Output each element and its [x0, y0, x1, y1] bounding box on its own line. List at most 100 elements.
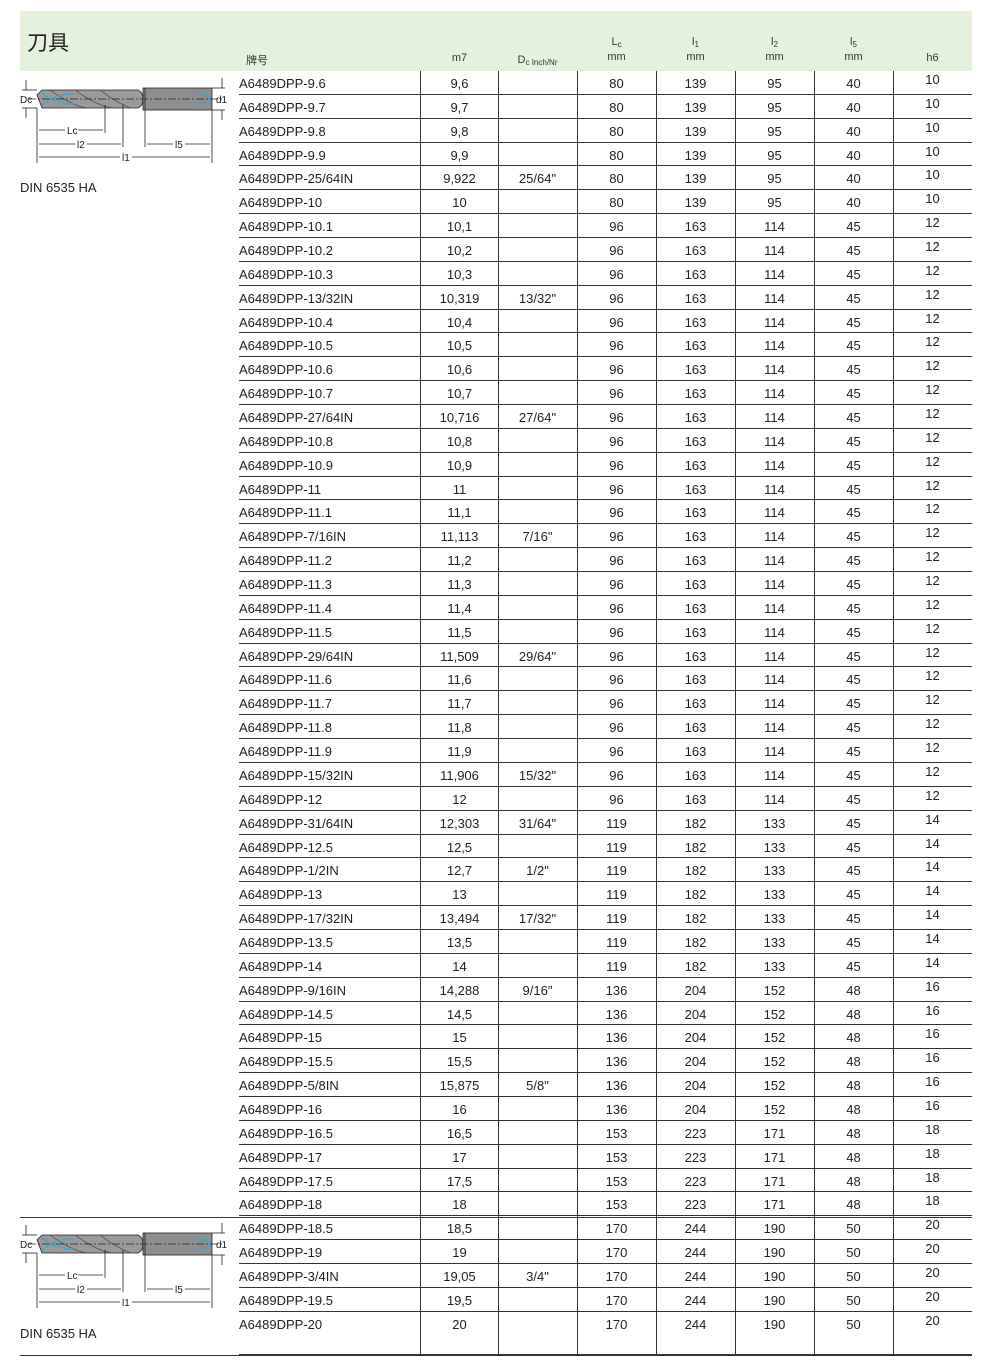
- d1-label: d1: [216, 1240, 228, 1251]
- cell-l2: 114: [764, 410, 785, 426]
- column-divider: [420, 1192, 421, 1217]
- cell-l5: 45: [846, 410, 861, 426]
- table-row: A6489DPP-1/2IN 12,7 1/2" 119 182 133 45 14: [239, 858, 972, 883]
- cell-dc-inch: 1/2": [526, 863, 549, 879]
- column-divider: [577, 882, 578, 907]
- cell-l5: 48: [846, 1101, 861, 1117]
- cell-grade: A6489DPP-5/8IN: [239, 1078, 339, 1094]
- column-divider: [656, 834, 657, 859]
- column-divider: [893, 834, 894, 859]
- column-divider: [656, 619, 657, 644]
- column-divider: [735, 428, 736, 453]
- column-divider: [420, 261, 421, 286]
- column-divider: [420, 1168, 421, 1193]
- cell-l1: 182: [684, 934, 707, 950]
- column-divider: [656, 118, 657, 143]
- column-divider: [577, 1240, 578, 1264]
- column-divider: [893, 906, 894, 930]
- column-divider: [814, 548, 815, 573]
- cell-m7: 20: [452, 1316, 467, 1332]
- column-header: Lc mm: [607, 36, 626, 63]
- cell-l1: 244: [684, 1292, 707, 1308]
- column-divider: [735, 1025, 736, 1050]
- column-divider: [498, 476, 499, 501]
- column-divider: [656, 381, 657, 406]
- column-divider: [735, 1049, 736, 1074]
- cell-grade: A6489DPP-10: [239, 195, 323, 211]
- cell-h6: 20: [925, 1241, 940, 1257]
- column-divider: [735, 500, 736, 525]
- column-divider: [420, 762, 421, 787]
- column-divider: [735, 405, 736, 429]
- cell-l2: 114: [764, 433, 785, 449]
- cell-m7: 10,2: [446, 243, 473, 259]
- column-divider: [735, 357, 736, 382]
- column-divider: [420, 238, 421, 262]
- cell-l5: 48: [846, 1197, 861, 1213]
- column-divider: [420, 715, 421, 740]
- cell-l2: 95: [767, 99, 782, 115]
- cell-dc-inch: 5/8": [526, 1078, 549, 1094]
- cell-l1: 163: [684, 219, 707, 235]
- column-divider: [420, 1311, 421, 1355]
- table-row: A6489DPP-5/8IN 15,875 5/8" 136 204 152 48 16: [239, 1073, 972, 1097]
- column-divider: [893, 643, 894, 668]
- column-divider: [656, 1049, 657, 1074]
- column-divider: [498, 71, 499, 95]
- lc-label: Lc: [67, 126, 78, 137]
- cell-grade: A6489DPP-9.8: [239, 123, 326, 139]
- table-row: A6489DPP-19 19 170 244 190 50 20: [239, 1240, 972, 1264]
- cell-lc: 80: [609, 147, 624, 163]
- cell-grade: A6489DPP-19: [239, 1245, 323, 1261]
- cell-grade: A6489DPP-9/16IN: [239, 982, 346, 998]
- column-divider: [577, 118, 578, 143]
- cell-lc: 119: [606, 887, 627, 903]
- cell-grade: A6489DPP-11.9: [239, 744, 332, 760]
- cell-h6: 12: [925, 787, 940, 803]
- column-divider: [498, 381, 499, 406]
- cell-grade: A6489DPP-20: [239, 1316, 323, 1332]
- cell-l2: 190: [763, 1292, 786, 1308]
- column-divider: [577, 476, 578, 501]
- column-divider: [735, 1287, 736, 1312]
- column-divider: [498, 190, 499, 215]
- cell-m7: 12,7: [446, 863, 473, 879]
- column-divider: [420, 977, 421, 1002]
- cell-lc: 96: [609, 290, 624, 306]
- table-row: A6489DPP-10.3 10,3 96 163 114 45 12: [239, 261, 972, 286]
- column-divider: [814, 906, 815, 930]
- column-divider: [814, 762, 815, 787]
- table-row: A6489DPP-20 20 170 244 190 50 20: [239, 1311, 972, 1355]
- column-divider: [656, 667, 657, 692]
- cell-grade: A6489DPP-16: [239, 1101, 323, 1117]
- cell-lc: 96: [609, 243, 624, 259]
- cell-grade: A6489DPP-10.1: [239, 219, 333, 235]
- cell-grade: A6489DPP-11.7: [239, 696, 332, 712]
- cell-grade: A6489DPP-11: [239, 481, 322, 497]
- cell-l2: 114: [764, 767, 785, 783]
- table-row: A6489DPP-10.4 10,4 96 163 114 45 12: [239, 309, 972, 334]
- cell-l5: 45: [846, 887, 861, 903]
- column-divider: [577, 1168, 578, 1193]
- cell-l5: 50: [846, 1268, 861, 1284]
- column-divider: [577, 691, 578, 716]
- cell-lc: 96: [609, 314, 624, 330]
- column-header-grade: 牌号: [246, 55, 268, 67]
- cell-m7: 11,9: [447, 744, 472, 760]
- table-row: A6489DPP-3/4IN 19,05 3/4" 170 244 190 50 20: [239, 1263, 972, 1288]
- cell-l5: 45: [846, 648, 861, 664]
- table-row: A6489DPP-17.5 17,5 153 223 171 48 18: [239, 1168, 972, 1193]
- cell-m7: 12: [452, 791, 467, 807]
- column-divider: [656, 94, 657, 119]
- column-header: l5 mm: [844, 36, 863, 63]
- column-divider: [656, 333, 657, 358]
- column-divider: [498, 953, 499, 978]
- column-divider: [814, 500, 815, 525]
- column-divider: [498, 1001, 499, 1026]
- column-divider: [893, 1168, 894, 1193]
- column-divider: [893, 142, 894, 167]
- column-divider: [814, 1001, 815, 1026]
- cell-m7: 12,303: [439, 815, 480, 831]
- table-row: A6489DPP-10.6 10,6 96 163 114 45 12: [239, 357, 972, 382]
- column-divider: [893, 953, 894, 978]
